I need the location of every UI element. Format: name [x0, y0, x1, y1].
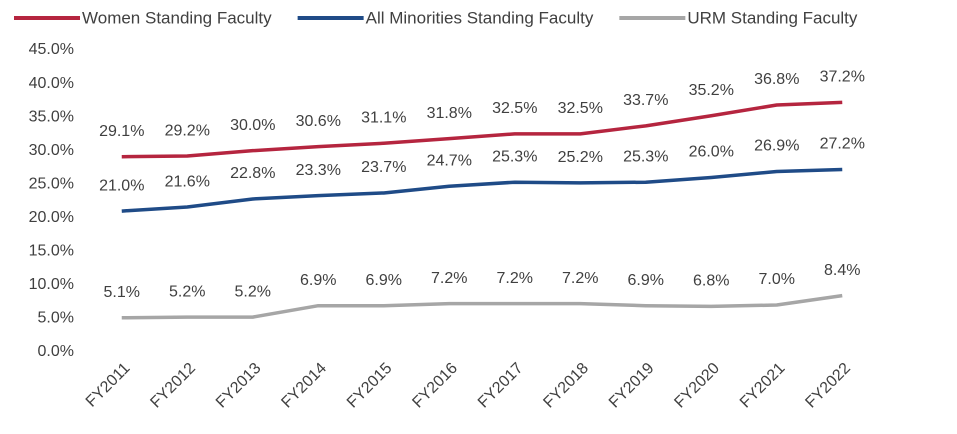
data-label: 29.1%: [99, 123, 144, 140]
x-tick-label: FY2017: [475, 360, 527, 412]
data-label: 8.4%: [824, 262, 860, 279]
legend-label: All Minorities Standing Faculty: [366, 8, 594, 27]
data-label: 23.7%: [361, 159, 406, 176]
data-label: 21.6%: [165, 173, 210, 190]
y-tick-label: 5.0%: [38, 310, 74, 327]
x-tick-label: FY2015: [344, 360, 396, 412]
data-label: 37.2%: [820, 69, 865, 86]
data-label: 22.8%: [230, 165, 275, 182]
x-tick-label: FY2021: [737, 360, 789, 412]
data-label: 5.2%: [235, 283, 271, 300]
y-tick-label: 35.0%: [29, 108, 74, 125]
data-label: 7.0%: [759, 271, 795, 288]
data-label: 30.6%: [296, 113, 341, 130]
x-tick-label: FY2019: [606, 360, 658, 412]
data-label: 36.8%: [754, 71, 799, 88]
y-tick-label: 25.0%: [29, 175, 74, 192]
data-label: 7.2%: [562, 270, 598, 287]
data-label: 5.1%: [104, 284, 140, 301]
y-tick-label: 40.0%: [29, 75, 74, 92]
y-tick-label: 10.0%: [29, 276, 74, 293]
x-tick-label: FY2020: [671, 360, 723, 412]
data-label: 5.2%: [169, 283, 205, 300]
legend-label: URM Standing Faculty: [687, 8, 858, 27]
data-label: 26.0%: [689, 144, 734, 161]
data-label: 7.2%: [497, 270, 533, 287]
data-label: 35.2%: [689, 82, 734, 99]
data-label: 31.8%: [427, 105, 472, 122]
data-label: 6.9%: [300, 272, 336, 289]
x-tick-label: FY2016: [409, 360, 461, 412]
y-tick-label: 45.0%: [29, 41, 74, 58]
y-tick-label: 0.0%: [38, 343, 74, 360]
series-line: [121, 167, 843, 213]
x-tick-label: FY2014: [278, 360, 330, 412]
data-label: 6.8%: [693, 273, 729, 290]
data-label: 33.7%: [623, 92, 668, 109]
data-label: 27.2%: [820, 136, 865, 153]
data-label: 23.3%: [296, 162, 341, 179]
x-tick-label: FY2013: [213, 360, 265, 412]
data-label: 25.3%: [623, 148, 668, 165]
data-label: 29.2%: [165, 122, 210, 139]
legend-label: Women Standing Faculty: [82, 8, 272, 27]
y-tick-label: 30.0%: [29, 142, 74, 159]
data-label: 21.0%: [99, 177, 144, 194]
data-label: 30.0%: [230, 117, 275, 134]
y-tick-label: 20.0%: [29, 209, 74, 226]
data-label: 6.9%: [628, 272, 664, 289]
data-label: 32.5%: [558, 100, 603, 117]
data-label: 6.9%: [366, 272, 402, 289]
data-label: 25.3%: [492, 148, 537, 165]
data-label: 25.2%: [558, 149, 603, 166]
data-label: 24.7%: [427, 152, 472, 169]
y-tick-label: 15.0%: [29, 243, 74, 260]
data-label: 7.2%: [431, 270, 467, 287]
series-line: [121, 100, 843, 159]
series-line: [121, 293, 843, 320]
x-tick-label: FY2018: [540, 360, 592, 412]
x-tick-label: FY2011: [83, 360, 134, 411]
data-label: 31.1%: [361, 110, 406, 127]
data-label: 32.5%: [492, 100, 537, 117]
x-tick-label: FY2022: [802, 360, 854, 412]
data-label: 26.9%: [754, 138, 799, 155]
x-tick-label: FY2012: [147, 360, 199, 412]
